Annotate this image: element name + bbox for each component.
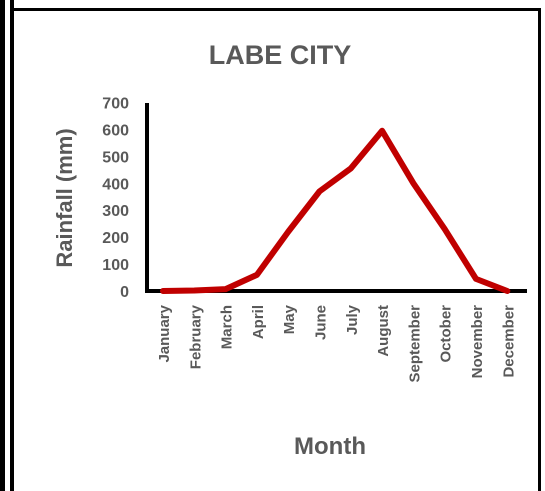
x-tick-label: July xyxy=(344,304,361,335)
x-tick-labels: January February March April May June July Augu… xyxy=(156,304,517,382)
data-points xyxy=(161,128,510,293)
frame-left-bar-inner xyxy=(10,0,14,491)
data-point xyxy=(348,166,353,171)
x-tick-label: March xyxy=(219,305,236,349)
y-tick-label: 100 xyxy=(102,257,129,274)
y-tick-label: 700 xyxy=(102,96,129,113)
x-tick-label: December xyxy=(500,305,517,378)
x-tick-label: April xyxy=(250,305,267,339)
y-tick-label: 500 xyxy=(102,149,129,166)
data-point xyxy=(380,128,385,133)
y-tick-label: 400 xyxy=(102,176,129,193)
data-point xyxy=(505,289,510,293)
x-tick-label: January xyxy=(156,304,173,362)
x-tick-label: September xyxy=(406,305,423,383)
data-point xyxy=(411,181,416,186)
x-tick-label: May xyxy=(281,304,298,334)
data-point xyxy=(161,289,165,293)
frame-right-border xyxy=(538,8,541,491)
rainfall-series-line xyxy=(160,127,511,294)
data-point xyxy=(286,229,291,234)
data-point xyxy=(192,288,197,293)
x-tick-label: August xyxy=(375,305,392,357)
data-point xyxy=(254,272,259,277)
x-tick-label: June xyxy=(313,305,330,340)
y-tick-label: 600 xyxy=(102,122,129,139)
data-point xyxy=(442,227,447,232)
x-axis-label: Month xyxy=(294,433,366,460)
data-point xyxy=(317,189,322,194)
data-point xyxy=(223,287,228,292)
x-tick-label: October xyxy=(438,305,455,363)
y-tick-labels: 0 100 200 300 400 500 600 700 xyxy=(102,96,129,302)
x-tick-label: November xyxy=(469,305,486,379)
frame-left-bar-outer xyxy=(0,0,5,491)
y-tick-label: 200 xyxy=(102,230,129,247)
y-tick-label: 300 xyxy=(102,203,129,220)
y-axis-label: Rainfall (mm) xyxy=(52,128,77,267)
data-point xyxy=(474,276,478,281)
chart-title: LABE CITY xyxy=(209,40,352,70)
y-tick-label: 0 xyxy=(120,284,129,301)
frame-top-border xyxy=(14,8,541,11)
x-tick-label: February xyxy=(187,304,204,369)
